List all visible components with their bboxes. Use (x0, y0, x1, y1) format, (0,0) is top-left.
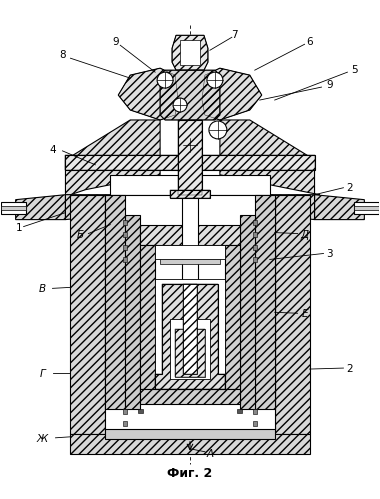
Text: Г: Г (40, 369, 46, 379)
Bar (105, 195, 275, 429)
Bar (123, 409, 127, 414)
Text: 2: 2 (346, 183, 353, 193)
Text: Е: Е (301, 309, 308, 319)
Bar (275, 195, 310, 434)
Bar (170, 190, 210, 198)
Bar (138, 409, 143, 413)
Circle shape (207, 72, 223, 88)
Bar (123, 257, 127, 262)
Text: Д: Д (301, 230, 309, 240)
Bar (123, 220, 127, 225)
Bar (253, 421, 257, 426)
Text: 7: 7 (231, 30, 238, 40)
Bar (253, 220, 257, 225)
Bar (253, 232, 257, 237)
Polygon shape (118, 68, 178, 120)
Bar (65, 155, 315, 170)
Polygon shape (315, 195, 364, 220)
Bar (140, 225, 240, 245)
Bar (170, 190, 210, 198)
Bar (355, 206, 379, 210)
Bar (110, 175, 270, 195)
Text: 2: 2 (346, 364, 353, 374)
Text: 9: 9 (326, 80, 333, 90)
Polygon shape (170, 319, 210, 379)
Bar (123, 245, 127, 250)
Text: Ж: Ж (37, 434, 48, 444)
Polygon shape (220, 120, 320, 195)
Bar (183, 284, 197, 374)
Bar (237, 409, 242, 413)
Text: 4: 4 (49, 145, 56, 155)
Bar (123, 421, 127, 426)
Bar (255, 195, 275, 409)
Bar (105, 195, 125, 409)
Circle shape (157, 72, 173, 88)
Bar (240, 215, 255, 409)
Polygon shape (172, 35, 208, 70)
Polygon shape (140, 245, 155, 389)
Polygon shape (155, 284, 225, 389)
Bar (183, 284, 197, 374)
Polygon shape (16, 195, 65, 220)
Bar (1, 202, 25, 214)
Polygon shape (65, 195, 110, 220)
Polygon shape (202, 68, 262, 120)
Bar (178, 120, 202, 195)
Polygon shape (270, 195, 315, 220)
Bar (125, 215, 140, 409)
Bar (253, 245, 257, 250)
Bar (1, 206, 25, 210)
Text: Б: Б (77, 230, 84, 240)
Bar (155, 279, 225, 379)
Text: 8: 8 (59, 50, 66, 60)
Circle shape (183, 138, 197, 152)
Text: 5: 5 (351, 65, 358, 75)
Bar (180, 40, 200, 65)
Bar (140, 389, 240, 404)
Bar (65, 155, 315, 170)
Text: 9: 9 (112, 37, 119, 47)
Polygon shape (160, 70, 220, 120)
Bar (70, 195, 105, 434)
Text: 6: 6 (306, 37, 313, 47)
Bar (253, 257, 257, 262)
Circle shape (209, 121, 227, 139)
Polygon shape (65, 120, 160, 195)
Bar (105, 427, 275, 439)
Text: Фиг. 2: Фиг. 2 (167, 467, 213, 480)
Text: В: В (39, 284, 46, 294)
Polygon shape (175, 329, 205, 377)
Text: 1: 1 (15, 223, 22, 233)
Bar (253, 409, 257, 414)
Bar (182, 198, 198, 282)
Text: А: А (206, 449, 214, 459)
Bar (123, 232, 127, 237)
Bar (355, 202, 379, 214)
Polygon shape (225, 245, 240, 389)
Circle shape (173, 98, 187, 112)
Bar (155, 245, 225, 259)
Text: 3: 3 (326, 250, 333, 259)
Bar (178, 120, 202, 195)
Bar (160, 259, 220, 264)
Bar (70, 434, 310, 454)
